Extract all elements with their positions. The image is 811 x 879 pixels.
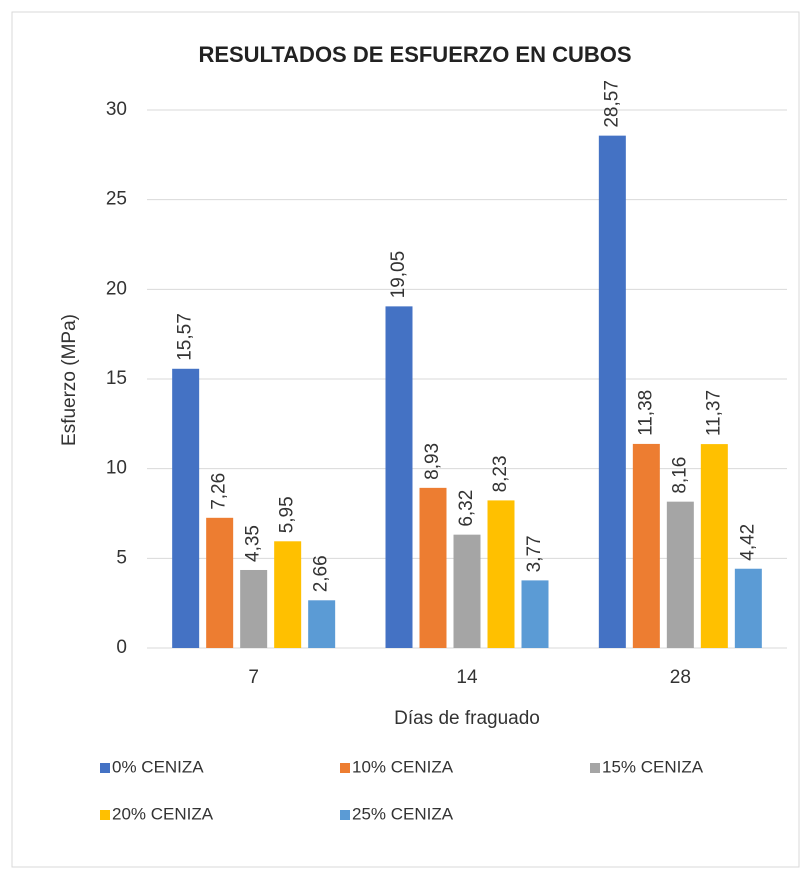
legend-swatch — [340, 763, 350, 773]
legend-label: 25% CENIZA — [352, 804, 454, 823]
bar — [206, 517, 234, 648]
data-label: 19,05 — [388, 251, 409, 299]
data-label: 8,23 — [490, 455, 511, 492]
y-axis-label: Esfuerzo (MPa) — [59, 314, 80, 446]
y-tick-label: 0 — [116, 637, 127, 658]
bar — [172, 368, 200, 648]
data-label: 5,95 — [277, 496, 298, 533]
y-tick-label: 5 — [116, 547, 127, 568]
data-label: 11,38 — [635, 390, 656, 436]
legend-label: 15% CENIZA — [602, 757, 704, 776]
bar — [453, 534, 481, 648]
legend-swatch — [340, 810, 350, 820]
y-tick-label: 25 — [106, 189, 127, 210]
data-label: 11,37 — [703, 390, 724, 436]
bar — [419, 487, 447, 648]
bar — [598, 135, 626, 649]
data-label: 4,35 — [243, 525, 264, 562]
data-label: 6,32 — [456, 490, 477, 527]
legend-label: 0% CENIZA — [112, 757, 204, 776]
chart-title: RESULTADOS DE ESFUERZO EN CUBOS — [198, 42, 631, 67]
legend-swatch — [590, 763, 600, 773]
data-label: 8,16 — [669, 457, 690, 494]
data-label: 2,66 — [311, 555, 332, 592]
bar — [308, 600, 336, 648]
y-tick-label: 20 — [106, 278, 127, 299]
y-tick-label: 15 — [106, 368, 127, 389]
bar — [487, 500, 515, 648]
bar — [632, 443, 660, 648]
legend-swatch — [100, 810, 110, 820]
data-label: 8,93 — [422, 443, 443, 480]
bar — [666, 501, 694, 648]
y-tick-label: 10 — [106, 458, 127, 479]
x-tick-label: 14 — [456, 667, 478, 688]
legend-label: 10% CENIZA — [352, 757, 454, 776]
bar — [240, 569, 268, 648]
data-label: 3,77 — [524, 535, 545, 572]
bar — [700, 444, 728, 648]
x-tick-label: 28 — [670, 667, 691, 688]
data-label: 4,42 — [737, 524, 758, 561]
bar — [734, 568, 762, 648]
y-tick-label: 30 — [106, 99, 127, 120]
legend-label: 20% CENIZA — [112, 804, 214, 823]
bar — [274, 541, 302, 648]
x-tick-label: 7 — [248, 667, 259, 688]
legend-swatch — [100, 763, 110, 773]
bar — [521, 580, 549, 648]
bar — [385, 306, 413, 648]
data-label: 28,57 — [601, 80, 622, 128]
data-label: 15,57 — [175, 313, 196, 361]
data-label: 7,26 — [209, 473, 230, 510]
x-axis-label: Días de fraguado — [394, 708, 540, 729]
